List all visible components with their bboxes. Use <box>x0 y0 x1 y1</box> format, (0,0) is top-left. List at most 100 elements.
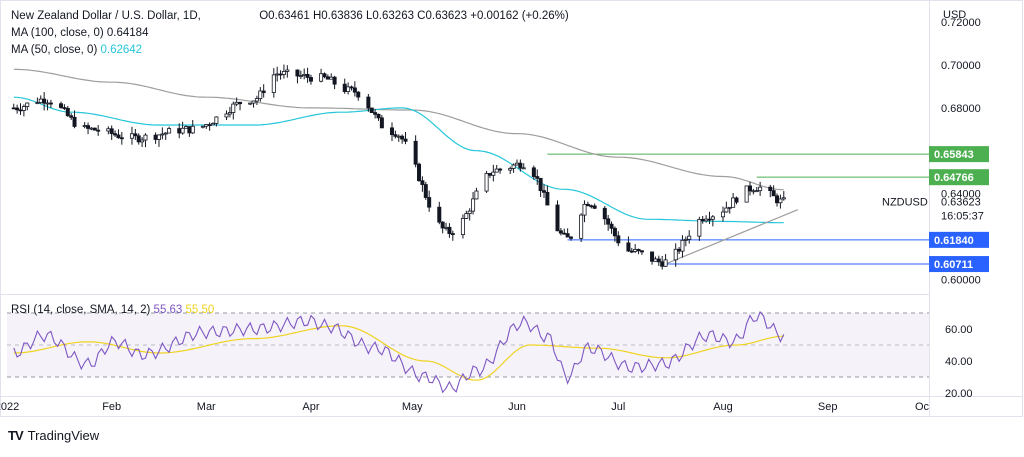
candle-down <box>555 204 560 232</box>
candle-up <box>21 106 26 111</box>
candle-down <box>612 227 617 237</box>
level-price-label: 0.65843 <box>934 149 974 161</box>
candle-down <box>390 127 395 136</box>
candle-up <box>254 98 259 102</box>
candle-down <box>119 137 124 140</box>
candle-down <box>541 190 546 193</box>
candle-up <box>183 126 188 129</box>
candle-down <box>18 109 23 112</box>
rsi-legend: RSI (14, close, SMA, 14, 2) 55.63 55.50 <box>11 302 214 319</box>
candle-down <box>639 250 644 253</box>
candle-down <box>565 233 570 238</box>
chart-frame <box>0 0 1023 417</box>
tradingview-brand[interactable]: TV TradingView <box>8 428 99 443</box>
candle-up <box>579 214 584 239</box>
candle-up <box>35 102 40 105</box>
tradingview-logo: TV <box>8 428 24 443</box>
candle-up <box>329 76 334 80</box>
candle-up <box>633 248 638 252</box>
bar-countdown: 16:05:37 <box>941 211 984 223</box>
candle-up <box>302 73 307 76</box>
candle-up <box>346 86 351 92</box>
candle-up <box>258 90 263 99</box>
candle-up <box>720 211 725 218</box>
rsi-value: 55.63 <box>153 304 183 316</box>
candle-down <box>322 73 327 78</box>
candle-down <box>650 251 655 262</box>
rsi-sma-value: 55.50 <box>185 304 215 316</box>
candle-down <box>113 133 118 136</box>
candle-down <box>616 235 621 244</box>
candle-up <box>38 98 43 104</box>
candle-up <box>683 238 688 241</box>
level-price-tag <box>929 146 989 163</box>
candle-up <box>744 185 749 203</box>
candle-down <box>69 115 74 118</box>
candle-down <box>308 77 313 82</box>
candle-down <box>592 205 597 209</box>
time-tick-label: 2022 <box>0 401 19 413</box>
candle-down <box>11 107 16 110</box>
candle-up <box>89 127 94 130</box>
time-tick-label: Jun <box>508 401 526 413</box>
candle-up <box>143 134 148 141</box>
candle-down <box>177 128 182 134</box>
candle-down <box>636 248 641 252</box>
candle-down <box>562 232 567 235</box>
candle-down <box>116 134 121 139</box>
candle-down <box>748 185 753 192</box>
candle-down <box>606 218 611 225</box>
candle-down <box>538 177 543 192</box>
level-price-label: 0.64766 <box>934 172 974 184</box>
candle-up <box>754 190 759 193</box>
candle-up <box>45 102 50 105</box>
candle-down <box>660 261 665 267</box>
candle-down <box>62 107 67 109</box>
candle-up <box>298 75 303 77</box>
candle-up <box>653 258 658 262</box>
candle-down <box>59 103 64 108</box>
candle-down <box>349 86 354 89</box>
price-tick-label: 0.60000 <box>941 274 981 286</box>
candle-down <box>768 186 773 192</box>
candle-up <box>106 128 111 132</box>
ma100-line <box>13 68 784 191</box>
ma50-label: MA (50, close, 0) <box>11 44 98 56</box>
candle-down <box>136 135 141 143</box>
candle-down <box>413 140 418 165</box>
rsi-tick-label: 60.00 <box>945 324 973 336</box>
candle-down <box>373 112 378 115</box>
rsi-tick-label: 40.00 <box>945 356 973 368</box>
candle-up <box>511 164 516 169</box>
candle-up <box>673 248 678 261</box>
symbol-price-tag: NZDUSD <box>882 197 928 209</box>
candle-down <box>48 102 53 105</box>
candle-down <box>238 101 243 105</box>
symbol-title: New Zealand Dollar / U.S. Dollar, 1D, <box>11 10 201 22</box>
candle-up <box>231 103 236 113</box>
candle-down <box>393 134 398 137</box>
candle-up <box>687 235 692 240</box>
candle-down <box>332 76 337 85</box>
candle-down <box>403 138 408 142</box>
candle-down <box>305 73 310 78</box>
candle-down <box>133 133 138 137</box>
candle-down <box>498 168 503 171</box>
candle-down <box>707 218 712 221</box>
candle-up <box>214 116 219 124</box>
candle-down <box>417 163 422 182</box>
time-tick-label: Apr <box>302 401 319 413</box>
candle-up <box>190 125 195 134</box>
candle-up <box>156 134 161 140</box>
ma50-line <box>13 96 784 224</box>
candle-down <box>589 205 594 208</box>
rsi-line <box>13 310 785 394</box>
candle-up <box>680 239 685 252</box>
candle-up <box>508 168 513 171</box>
candle-up <box>271 74 276 93</box>
candle-down <box>153 134 158 140</box>
candle-up <box>697 218 702 237</box>
candle-up <box>724 207 729 213</box>
